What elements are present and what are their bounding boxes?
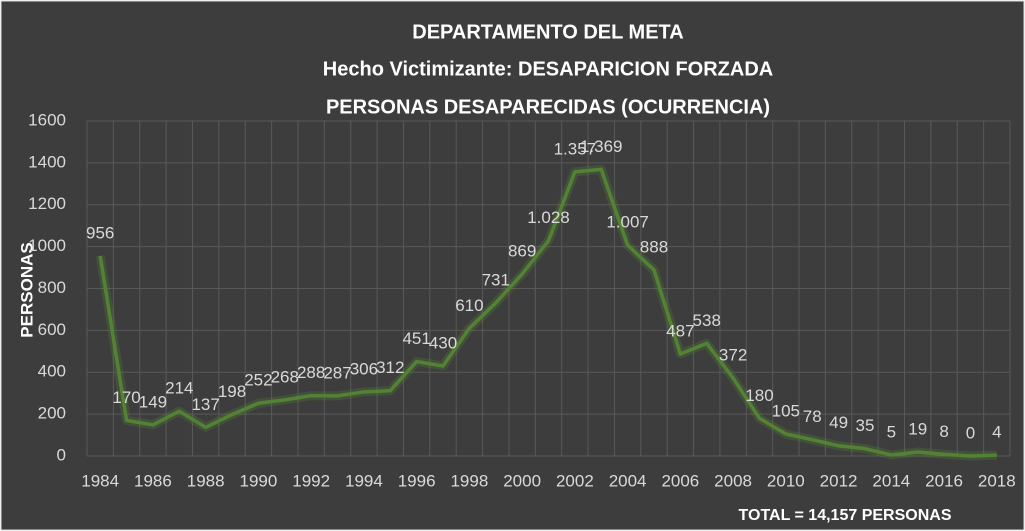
data-label: 956 xyxy=(86,223,114,242)
x-tick-label: 1996 xyxy=(398,471,436,490)
x-tick-label: 1998 xyxy=(450,471,488,490)
x-tick-label: 1986 xyxy=(134,471,172,490)
y-tick-label: 1000 xyxy=(28,236,66,255)
x-tick-label: 1988 xyxy=(187,471,225,490)
data-label: 49 xyxy=(829,413,848,432)
data-label: 1.007 xyxy=(606,213,649,232)
data-label: 610 xyxy=(455,296,483,315)
line xyxy=(98,167,997,458)
chart-title: DEPARTAMENTO DEL META xyxy=(412,21,683,43)
data-label: 105 xyxy=(772,402,800,421)
data-label: 252 xyxy=(244,371,272,390)
x-tick-label: 1994 xyxy=(345,471,383,490)
data-label: 5 xyxy=(887,422,896,441)
x-tick-label: 2014 xyxy=(872,471,910,490)
y-tick-label: 1200 xyxy=(28,194,66,213)
data-label: 180 xyxy=(745,386,773,405)
chart-subtitle: Hecho Victimizante: DESAPARICION FORZADA xyxy=(323,58,773,80)
x-tick-label: 1992 xyxy=(292,471,330,490)
data-label: 372 xyxy=(719,346,747,365)
data-label: 214 xyxy=(165,379,193,398)
y-tick-label: 400 xyxy=(38,362,66,381)
x-tick-label: 2018 xyxy=(978,471,1016,490)
data-label: 0 xyxy=(966,423,975,442)
data-label: 170 xyxy=(112,388,140,407)
x-tick-label: 2010 xyxy=(767,471,805,490)
data-label: 137 xyxy=(191,395,219,414)
y-tick-label: 800 xyxy=(38,278,66,297)
data-label: 487 xyxy=(666,322,694,341)
data-label: 451 xyxy=(402,329,430,348)
data-label: 306 xyxy=(350,359,378,378)
y-tick-label: 0 xyxy=(57,445,66,464)
x-tick-label: 2008 xyxy=(714,471,752,490)
x-tick-label: 2012 xyxy=(820,471,858,490)
data-label: 869 xyxy=(508,242,536,261)
y-tick-label: 200 xyxy=(38,404,66,423)
data-label: 198 xyxy=(218,382,246,401)
data-label: 1.369 xyxy=(580,137,623,156)
footer: TOTAL = 14,157 PERSONAS xyxy=(739,507,952,524)
data-label: 8 xyxy=(939,422,948,441)
data-label: 78 xyxy=(803,407,822,426)
x-tick-label: 2004 xyxy=(609,471,647,490)
x-tick-label: 2002 xyxy=(556,471,594,490)
x-tick-label: 2000 xyxy=(503,471,541,490)
data-label: 312 xyxy=(376,358,404,377)
data-label: 1.028 xyxy=(527,208,570,227)
y-tick-label: 1600 xyxy=(28,110,66,129)
data-label: 538 xyxy=(693,311,721,330)
x-tick-label: 1984 xyxy=(81,471,119,490)
y-tick-label: 1400 xyxy=(28,152,66,171)
y-tick-label: 600 xyxy=(38,320,66,339)
y-axis-label: PERSONAS xyxy=(17,242,36,337)
data-label: 35 xyxy=(855,416,874,435)
data-label: 268 xyxy=(271,367,299,386)
x-tick-label: 1990 xyxy=(240,471,278,490)
data-label: 888 xyxy=(640,238,668,257)
data-label: 430 xyxy=(429,333,457,352)
data-label: 19 xyxy=(908,420,927,439)
data-label: 1.357 xyxy=(554,139,597,158)
data-label: 149 xyxy=(139,392,167,411)
data-label: 288 xyxy=(297,363,325,382)
data-label: 731 xyxy=(482,270,510,289)
chart-subtitle: PERSONAS DESAPARECIDAS (OCURRENCIA) xyxy=(326,96,770,118)
data-label: 287 xyxy=(323,363,351,382)
data-label: 4 xyxy=(992,423,1001,442)
x-tick-label: 2006 xyxy=(661,471,699,490)
x-tick-label: 2016 xyxy=(925,471,963,490)
